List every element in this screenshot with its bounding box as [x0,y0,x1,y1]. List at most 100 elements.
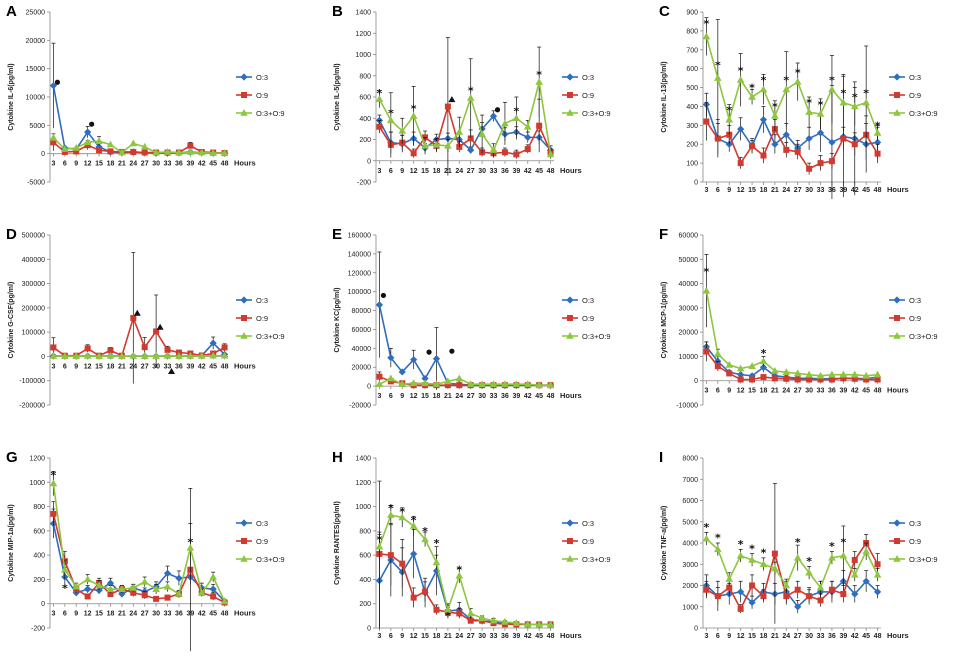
x-tick-label: 27 [467,393,475,400]
y-tick-label: 0 [367,384,371,391]
data-point [466,609,475,617]
x-tick-label: 30 [478,168,486,175]
data-point [759,357,768,365]
y-tick-label: 6000 [682,498,698,505]
data-point [163,147,172,155]
series-line [705,121,879,170]
legend-label: O:3+O:9 [909,109,938,118]
x-tick-label: 15 [95,161,103,168]
y-tick-label: 1000 [29,480,45,487]
data-point [456,610,463,617]
data-point [84,128,92,136]
y-tick-label: 0 [694,378,698,385]
data-point [828,376,835,383]
data-point [187,142,194,149]
chart-panel-g: G -200 0 200 400 600 800 1000 1200 Cytokine MIP-1… [0,446,326,669]
legend-marker [893,109,901,116]
x-tick-label: 6 [389,168,393,175]
significance-star: * [840,87,846,100]
series-o-3-o-9 [375,374,555,388]
data-point [141,592,148,599]
significance-star: * [795,66,801,79]
data-point [107,591,114,597]
y-tick-label: -200 [31,626,45,633]
data-point [489,616,498,624]
x-tick-label: 33 [490,633,498,640]
x-tick-label: 9 [74,611,78,618]
y-tick-label: 5000 [29,123,45,130]
data-point [805,370,813,378]
legend-label: O:3 [582,73,594,82]
y-tick-label: 10000 [26,95,46,102]
y-tick-label: 0 [41,151,45,158]
data-point [828,158,835,165]
y-tick-label: 1200 [355,31,371,38]
x-tick-label: 24 [782,187,790,194]
legend-marker [567,538,573,544]
data-point [806,593,813,600]
data-point [850,102,859,110]
data-point [209,351,217,359]
data-point [197,148,206,156]
data-point [771,375,778,382]
y-tick-label: -100000 [19,378,45,385]
data-point [828,138,836,146]
data-point [118,585,126,592]
y-tick-label: 10000 [679,354,699,361]
data-point [221,344,228,351]
y-tick-label: 600 [33,528,45,535]
data-point [50,510,57,517]
data-point [197,351,206,359]
data-point [736,364,745,372]
series-o-3-o-9 [702,17,882,160]
legend: O:3 O:9 O:3+O:9 [562,519,611,564]
y-tick-label: 0 [41,354,45,361]
data-point [106,351,115,359]
data-point [524,133,532,141]
data-point [130,315,137,322]
series-o-3-o-9 [702,254,882,379]
x-tick-label: 18 [433,168,441,175]
data-point [432,558,441,566]
y-tick-label: 7000 [682,477,698,484]
legend-marker [893,296,901,304]
chart-panel-e: E -20000 0 20000 40000 60000 80000 100000 120000… [326,223,652,446]
legend-label: O:3+O:9 [582,109,611,118]
data-point [49,133,58,141]
data-point [186,147,195,155]
x-tick-label: 15 [421,393,429,400]
y-tick-label: 0 [41,601,45,608]
data-point [375,542,384,550]
x-tick-label: 48 [874,388,882,395]
data-point [703,586,710,593]
data-point [376,123,383,130]
data-point [84,593,91,600]
data-point [546,381,555,388]
significance-star: * [411,103,417,116]
y-tick-label: 5000 [682,519,698,526]
y-tick-label: 60000 [352,327,372,334]
data-point [737,605,744,612]
legend-label: O:3 [256,519,268,528]
significance-dot [449,348,455,354]
data-point [523,380,532,388]
data-point [95,586,103,594]
data-point [737,160,744,167]
x-tick-label: 21 [118,161,126,168]
y-axis-label: Cytokine RANTES(pg/ml) [334,501,341,585]
data-point [501,617,509,625]
x-tick-label: 12 [737,187,745,194]
x-tick-label: 12 [410,168,418,175]
data-point [817,376,824,383]
x-tick-label: 3 [704,388,708,395]
data-point [783,146,790,153]
x-tick-label: 36 [828,388,836,395]
series-o-3-o-9 [49,351,229,359]
y-tick-label: 40000 [679,281,699,288]
significance-star: * [875,119,881,132]
data-point [840,135,847,142]
series-line [379,377,551,386]
data-point [466,94,475,101]
x-tick-label: 27 [794,187,802,194]
data-point [141,149,148,156]
